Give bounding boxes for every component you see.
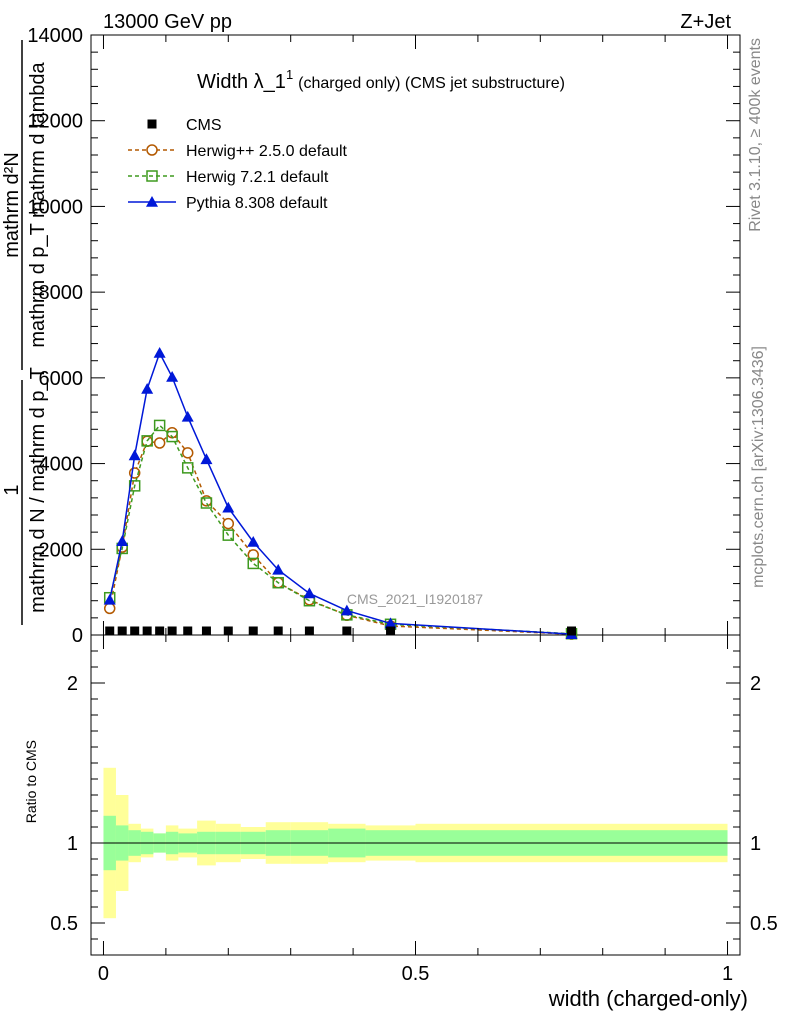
chart-title-rest: (charged only) (CMS jet substructure)	[298, 75, 565, 92]
axes: 0 0.5 1 0 2000 4000 6000 8000 10000 12000 14000 0.5…	[27, 25, 777, 985]
y-title-line1: mathrm d²N	[1, 152, 23, 258]
data-point	[130, 626, 140, 636]
data-point	[128, 449, 141, 461]
ratio-y-tick-label: 2	[67, 673, 78, 695]
data-point	[153, 419, 166, 432]
ratio-plot-frame	[90, 634, 741, 956]
data-point	[303, 587, 316, 599]
process-label: Z+Jet	[680, 11, 731, 33]
x-tick-label: 0	[98, 963, 109, 985]
y-tick-label: 8000	[39, 282, 84, 304]
ratio-y-tick-label-right: 1	[750, 833, 761, 855]
data-point	[272, 576, 284, 589]
ratio-y-tick-label-right: 0.5	[750, 913, 778, 935]
data-point	[342, 626, 352, 636]
data-point	[222, 517, 235, 530]
legend-entry: Pythia 8.308 default	[128, 195, 328, 212]
data-point	[200, 453, 213, 465]
data-point	[272, 563, 285, 575]
data-point	[142, 626, 152, 636]
data-point	[155, 626, 165, 636]
y-title-denominator: mathrm d N / mathrm d p_T	[27, 367, 49, 613]
energy-label: 13000 GeV pp	[103, 11, 232, 33]
series-line	[108, 424, 572, 635]
data-point	[167, 626, 177, 636]
y-tick-label: 0	[72, 625, 83, 647]
data-point	[181, 447, 194, 459]
data-point	[103, 593, 116, 605]
data-point	[201, 626, 211, 636]
legend-entry: CMS	[147, 117, 222, 134]
ratio-panel	[103, 767, 728, 919]
legend-label: Pythia 8.308 default	[186, 195, 328, 212]
series-herwig-7-2-1-default	[103, 419, 578, 640]
legend-marker	[146, 144, 158, 156]
series-line	[108, 431, 572, 635]
data-point	[222, 501, 235, 513]
ratio-y-tick-label: 0.5	[50, 913, 78, 935]
data-point	[141, 435, 153, 448]
x-axis-title: width (charged-only)	[548, 986, 748, 1011]
analysis-watermark: CMS_2021_I1920187	[347, 591, 483, 607]
chart-title-sup: 1	[286, 67, 293, 82]
data-point	[200, 497, 213, 509]
y-tick-label: 10000	[27, 196, 83, 218]
data-point	[141, 383, 154, 394]
legend-entry: Herwig++ 2.5.0 default	[128, 143, 348, 160]
data-point	[273, 626, 283, 636]
legend-label: CMS	[186, 117, 222, 134]
ratio-y-title: Ratio to CMS	[23, 740, 39, 823]
x-tick-label: 0.5	[402, 963, 430, 985]
series-line	[108, 351, 572, 635]
rivet-label: Rivet 3.1.10, ≥ 400k events	[747, 38, 764, 232]
data-point	[181, 410, 194, 422]
data-point	[384, 617, 397, 629]
data-point	[141, 435, 153, 447]
legend-label: Herwig++ 2.5.0 default	[186, 143, 348, 160]
data-point	[386, 626, 396, 636]
y-title-one: 1	[1, 484, 23, 495]
data-point	[247, 557, 259, 570]
y-tick-label: 4000	[39, 454, 84, 476]
y-title-line2: mathrm d p_T mathrm d lambda	[27, 61, 49, 347]
y-tick-label: 14000	[27, 25, 83, 47]
data-point	[247, 536, 260, 547]
ratio-y-tick-label: 1	[67, 833, 78, 855]
data-point	[166, 430, 178, 443]
data-point	[304, 626, 314, 636]
legend-label: Herwig 7.2.1 default	[186, 169, 329, 186]
legend-marker	[146, 196, 158, 207]
data-point	[247, 549, 259, 561]
data-point	[166, 371, 179, 382]
legend-marker	[147, 119, 157, 129]
y-tick-label: 6000	[39, 368, 84, 390]
x-tick-label: 1	[722, 963, 733, 985]
data-point	[222, 529, 235, 541]
y-tick-label: 12000	[27, 111, 83, 133]
data-point	[105, 626, 115, 636]
legend-entry: Herwig 7.2.1 default	[128, 169, 329, 186]
data-point	[183, 626, 193, 636]
data-point	[567, 626, 577, 636]
data-point	[181, 462, 194, 474]
data-point	[248, 626, 258, 636]
mcplots-label: mcplots.cern.ch [arXiv:1306.3436]	[750, 346, 767, 588]
series-pythia-8-308-default	[103, 347, 578, 639]
data-point	[153, 437, 166, 449]
data-point	[153, 347, 166, 358]
data-point	[117, 626, 127, 636]
main-panel	[103, 347, 578, 640]
chart-title-main: Width λ_1	[197, 71, 286, 93]
data-point	[103, 602, 116, 615]
ratio-y-tick-label-right: 2	[750, 673, 761, 695]
legend-marker	[146, 170, 158, 182]
legend: CMS Herwig++ 2.5.0 default Herwig 7.2.1 de…	[128, 117, 348, 212]
data-point	[116, 535, 129, 546]
y-axis-title: mathrm d²N mathrm d p_T mathrm d lambda …	[1, 40, 49, 625]
data-point	[340, 604, 353, 616]
chart-title: Width λ_11 (charged only) (CMS jet substr…	[197, 67, 565, 93]
y-tick-label: 2000	[39, 539, 84, 561]
